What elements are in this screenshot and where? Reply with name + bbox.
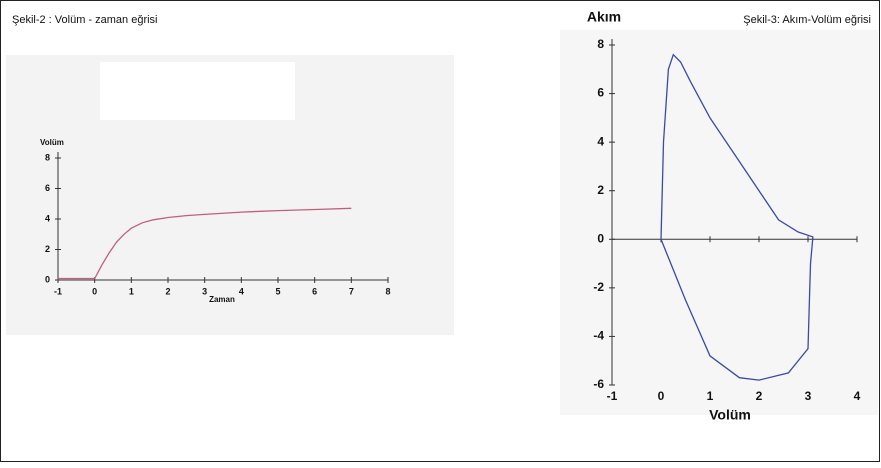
chart-title: Şekil-2 : Volüm - zaman eğrisi <box>12 14 158 26</box>
data-line <box>660 53 814 381</box>
y-tick-label: 0 <box>45 274 50 284</box>
y-tick-label: 0 <box>597 231 604 245</box>
y-tick-label: 4 <box>45 213 50 223</box>
x-tick-label: 3 <box>805 389 812 403</box>
y-tick-label: 2 <box>597 183 604 197</box>
x-tick-label: 4 <box>854 389 861 403</box>
y-tick-label: 2 <box>45 244 50 254</box>
x-axis-label: Volüm <box>709 407 751 423</box>
x-tick-label: 1 <box>707 389 714 403</box>
x-tick-label: -1 <box>54 286 62 296</box>
x-tick-label: 3 <box>202 286 207 296</box>
chart-title: Şekil-3: Akım-Volüm eğrisi <box>743 14 871 26</box>
y-tick-label: 8 <box>45 152 50 162</box>
y-axis-label: Akım <box>587 9 621 25</box>
scan-background <box>560 30 878 415</box>
x-tick-label: 7 <box>349 286 354 296</box>
x-tick-label: 0 <box>658 389 665 403</box>
y-tick-label: -2 <box>593 280 604 294</box>
y-tick-label: 6 <box>45 183 50 193</box>
x-tick-label: 2 <box>756 389 763 403</box>
x-tick-label: 1 <box>129 286 134 296</box>
y-tick-label: 8 <box>597 37 604 51</box>
x-tick-label: 5 <box>275 286 280 296</box>
y-tick-label: 6 <box>597 86 604 100</box>
y-tick-label: 4 <box>597 134 604 148</box>
y-tick-label: -6 <box>593 377 604 391</box>
x-tick-label: 4 <box>239 286 244 296</box>
y-axis-label: Volüm <box>40 138 64 147</box>
y-tick-label: -4 <box>593 329 604 343</box>
x-tick-label: 0 <box>92 286 97 296</box>
x-tick-label: -1 <box>607 389 618 403</box>
scan-blank <box>100 62 295 120</box>
x-tick-label: 2 <box>165 286 170 296</box>
data-line <box>58 207 352 280</box>
x-tick-label: 6 <box>312 286 317 296</box>
x-tick-label: 8 <box>385 286 390 296</box>
x-axis-label: Zaman <box>209 295 235 304</box>
